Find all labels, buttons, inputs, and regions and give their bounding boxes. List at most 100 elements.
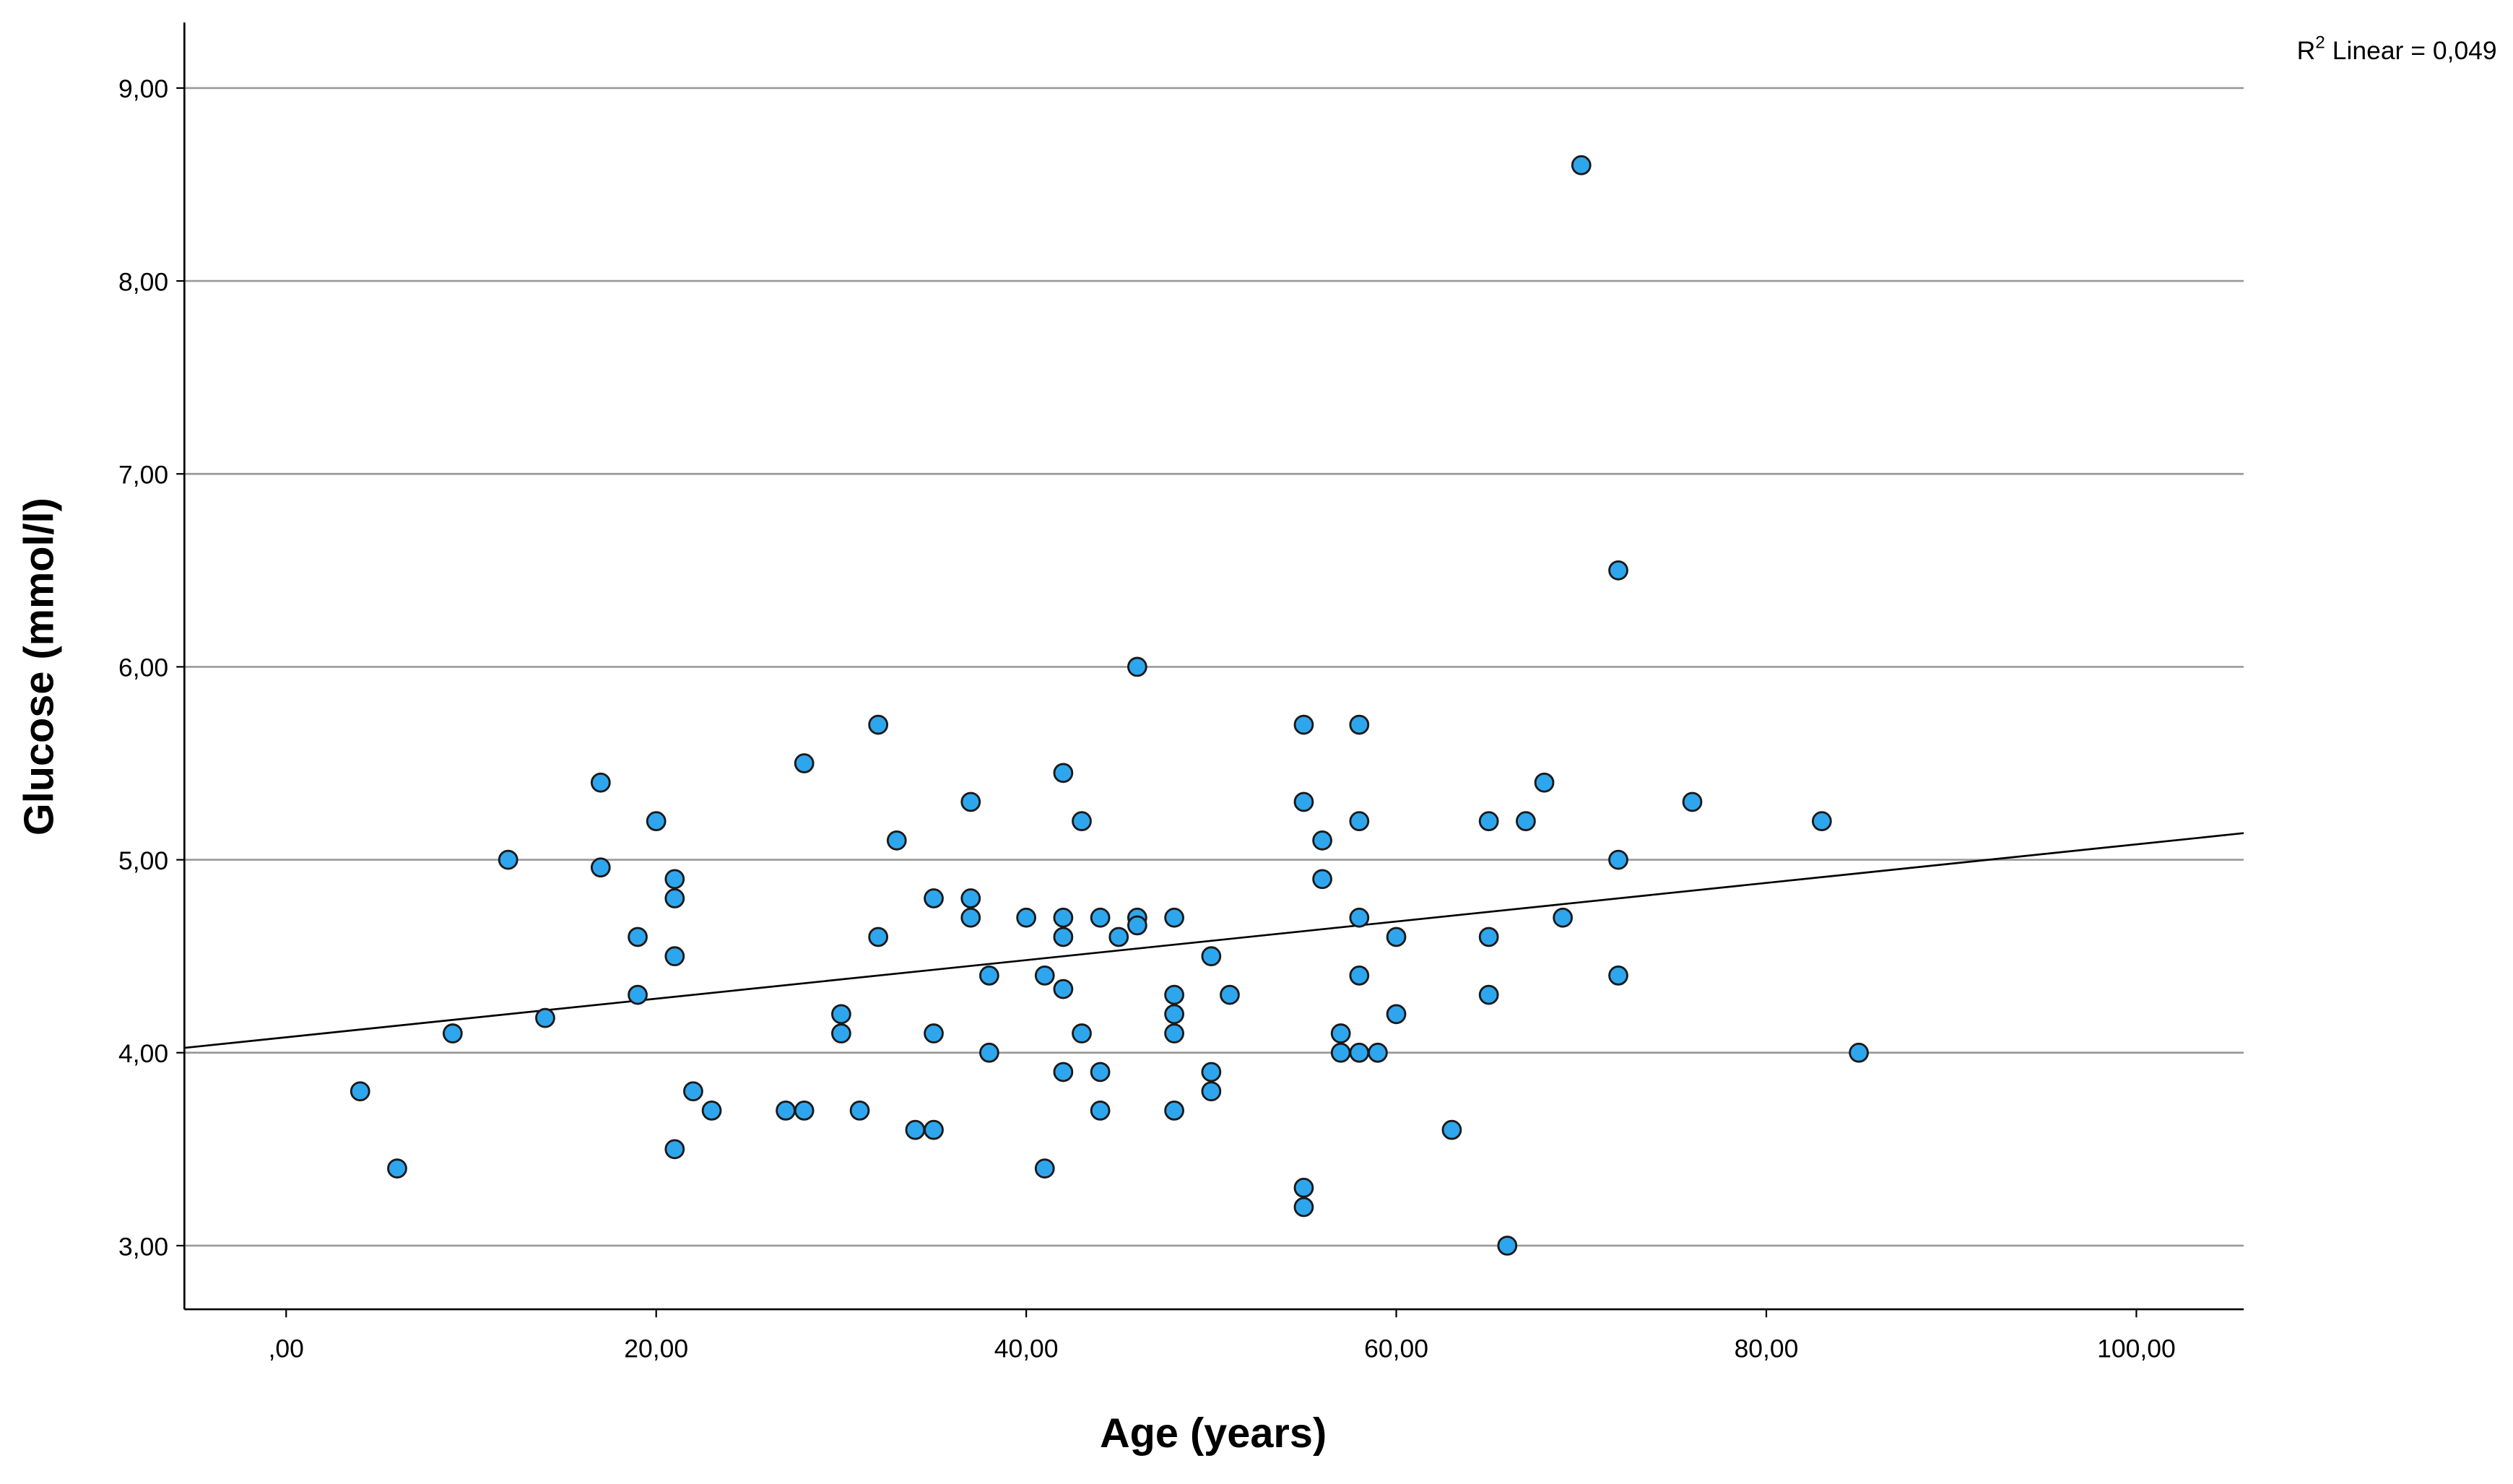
data-point [1053, 763, 1074, 784]
data-point [1312, 869, 1332, 890]
x-tick-label: 60,00 [1364, 1335, 1428, 1363]
data-point [1478, 984, 1499, 1005]
r2-label: R2 Linear = 0,049 [2297, 33, 2497, 66]
data-points [350, 155, 1869, 1256]
data-point [1312, 830, 1332, 851]
data-point [979, 1042, 999, 1063]
data-point [1349, 1042, 1370, 1063]
data-point [794, 1101, 815, 1121]
data-point [1349, 714, 1370, 735]
data-point [387, 1158, 407, 1179]
regression-line [184, 832, 2244, 1049]
data-point [1386, 1004, 1407, 1025]
y-tick-label: 4,00 [118, 1039, 168, 1068]
x-tick-label: ,00 [269, 1335, 304, 1363]
data-point [1127, 915, 1147, 936]
data-point [1072, 811, 1092, 832]
data-point [701, 1101, 722, 1121]
data-point [350, 1081, 370, 1102]
data-point [1386, 927, 1407, 947]
data-point [1330, 1042, 1351, 1063]
data-point [1478, 927, 1499, 947]
data-point [1164, 1004, 1184, 1025]
data-point [442, 1023, 463, 1043]
data-point [1053, 1062, 1074, 1082]
data-point [1034, 966, 1055, 986]
data-point [1478, 811, 1499, 832]
data-point [628, 984, 648, 1005]
y-axis-ticks: 3,00 4,00 5,00 6,00 7,00 8,00 9,00 [118, 74, 185, 1261]
data-point [498, 849, 518, 870]
data-point [535, 1007, 555, 1028]
data-point [664, 946, 685, 967]
data-point [960, 888, 981, 908]
y-tick-label: 5,00 [118, 846, 168, 875]
data-point [590, 772, 611, 793]
data-point [1849, 1042, 1869, 1063]
x-tick-label: 40,00 [994, 1335, 1059, 1363]
axes [183, 22, 2244, 1311]
data-point [1534, 772, 1555, 793]
data-point [628, 927, 648, 947]
r2-label-value: Linear = 0,049 [2325, 36, 2497, 65]
x-tick-label: 80,00 [1735, 1335, 1799, 1363]
data-point [1441, 1119, 1462, 1140]
r2-label-prefix: R [2297, 36, 2316, 65]
data-point [831, 1023, 851, 1043]
data-point [1571, 155, 1592, 175]
data-point [849, 1101, 870, 1121]
data-point [1220, 984, 1240, 1005]
data-point [664, 869, 685, 890]
data-point [1164, 907, 1184, 928]
data-point [1293, 1197, 1314, 1218]
data-point [1608, 849, 1628, 870]
data-point [1201, 946, 1222, 967]
data-point [886, 830, 907, 851]
data-point [1497, 1236, 1518, 1256]
data-point [1053, 979, 1074, 999]
data-point [1090, 1062, 1111, 1082]
grid-lines [184, 87, 2244, 1247]
data-point [1608, 966, 1628, 986]
data-point [1293, 1177, 1314, 1198]
y-tick-label: 8,00 [118, 267, 168, 296]
data-point [924, 888, 944, 908]
data-point [590, 857, 611, 878]
data-point [979, 966, 999, 986]
data-point [794, 753, 815, 773]
data-point [1164, 984, 1184, 1005]
data-point [776, 1101, 796, 1121]
data-point [1608, 560, 1628, 581]
data-point [868, 714, 889, 735]
x-tick-label: 20,00 [624, 1335, 688, 1363]
data-point [1164, 1101, 1184, 1121]
r2-label-sup: 2 [2315, 33, 2325, 53]
data-point [1072, 1023, 1092, 1043]
y-tick-label: 3,00 [118, 1232, 168, 1261]
x-axis-label: Age (years) [1100, 1410, 1327, 1457]
data-point [664, 1139, 685, 1160]
data-point [1090, 1101, 1111, 1121]
data-point [646, 811, 667, 832]
data-point [1330, 1023, 1351, 1043]
data-point [924, 1023, 944, 1043]
data-point [1108, 927, 1129, 947]
data-point [1053, 927, 1074, 947]
y-tick-label: 7,00 [118, 461, 168, 490]
data-point [1349, 966, 1370, 986]
data-point [924, 1119, 944, 1140]
data-point [1090, 907, 1111, 928]
data-point [1553, 907, 1574, 928]
data-point [664, 888, 685, 908]
data-point [1516, 811, 1536, 832]
y-tick-label: 6,00 [118, 654, 168, 682]
x-axis-ticks: ,00 20,00 40,00 60,00 80,00 100,00 [269, 1309, 2176, 1363]
x-tick-label: 100,00 [2097, 1335, 2176, 1363]
data-point [960, 907, 981, 928]
data-point [683, 1081, 703, 1102]
y-axis-label: Glucose (mmol/l) [16, 498, 62, 836]
data-point [1293, 791, 1314, 812]
data-point [1368, 1042, 1388, 1063]
data-point [1127, 656, 1147, 677]
